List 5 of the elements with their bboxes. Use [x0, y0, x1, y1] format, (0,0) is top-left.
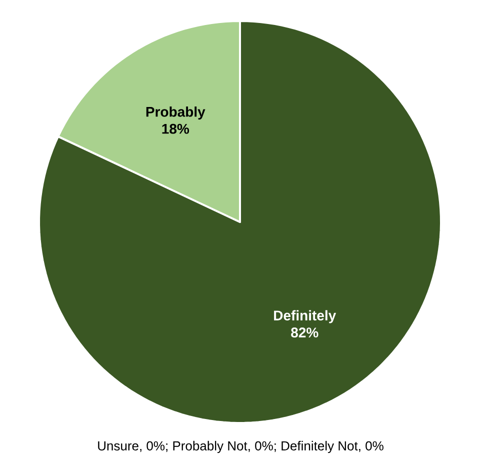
data-label: 18% [162, 124, 190, 134]
slice-label: Definitely [274, 310, 336, 324]
text: Unsure, 0%; Probably Not, 0%; Definitely Not, 0% [98, 440, 384, 454]
slice-label: Probably [146, 106, 206, 120]
data-label: 82% [291, 328, 318, 338]
